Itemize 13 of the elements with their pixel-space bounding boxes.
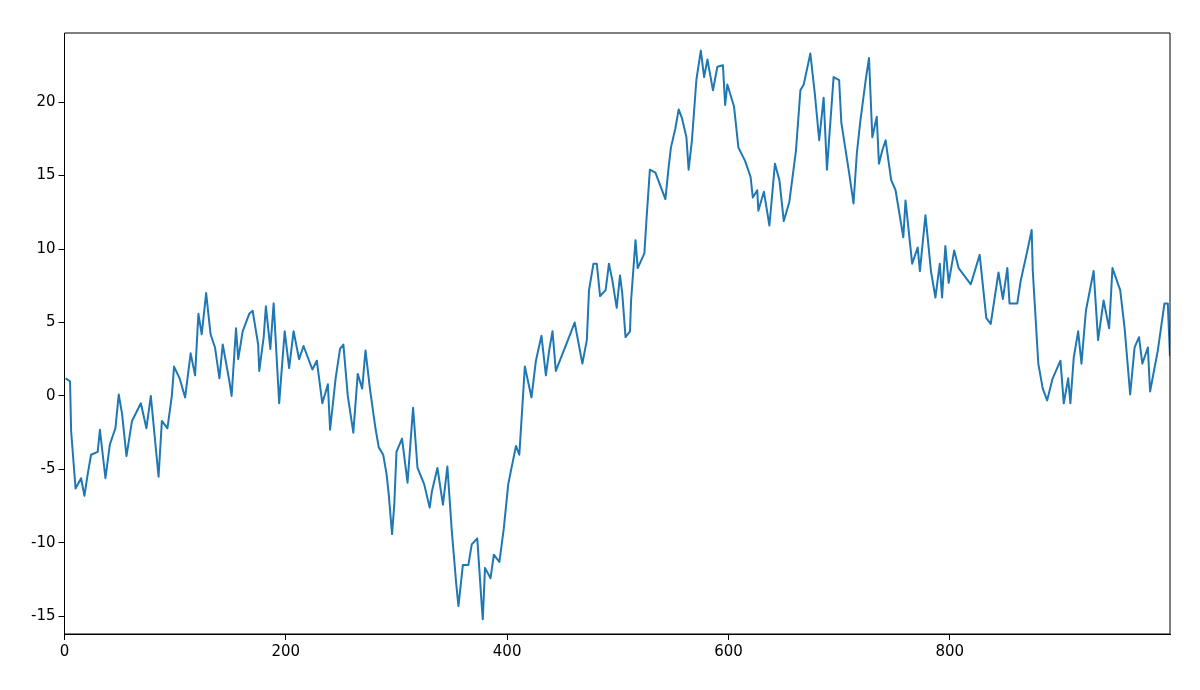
x-tick-label: 800 — [935, 641, 965, 660]
y-tick-label: 20 — [36, 91, 56, 110]
y-tick-label: 5 — [45, 312, 56, 331]
y-tick-label: -5 — [40, 459, 56, 478]
x-tick-label: 0 — [59, 641, 70, 660]
y-tick-label: 15 — [36, 165, 56, 184]
y-tick-label: -15 — [31, 606, 56, 625]
y-tick-label: -10 — [31, 532, 56, 551]
y-tick-label: 10 — [36, 238, 56, 257]
y-tick-label: 0 — [45, 385, 56, 404]
x-tick-label: 400 — [492, 641, 522, 660]
x-tick-label: 600 — [714, 641, 743, 660]
x-tick-label: 200 — [271, 641, 301, 660]
